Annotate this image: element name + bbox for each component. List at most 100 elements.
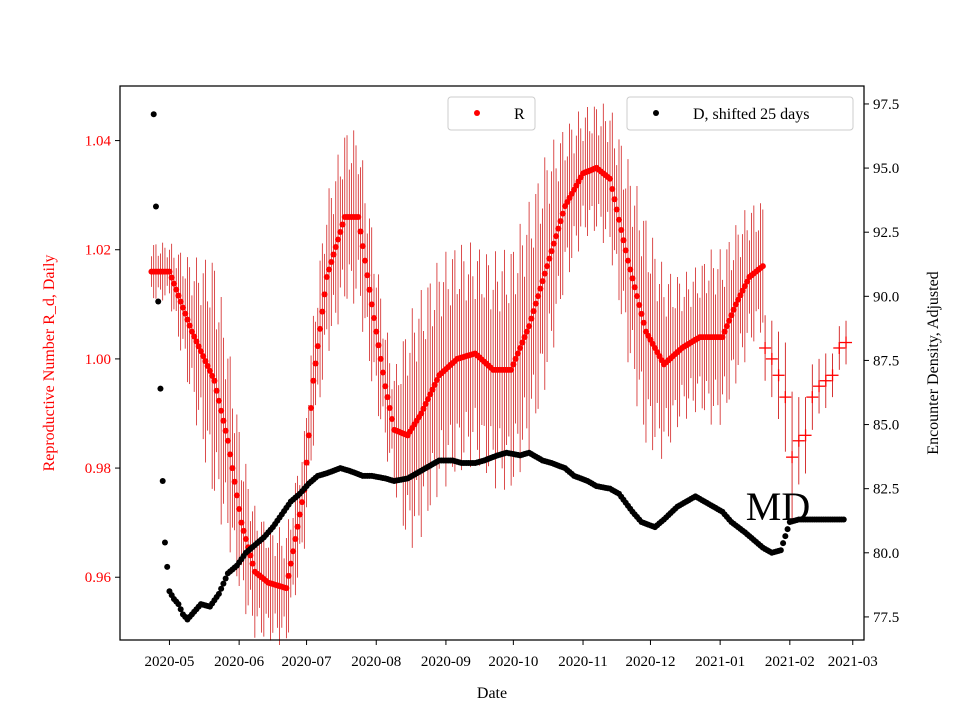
r-point — [186, 322, 193, 329]
r-point — [384, 394, 391, 401]
r-point — [168, 274, 175, 281]
y-right-tick-label: 95.0 — [873, 161, 899, 177]
r-point — [220, 417, 227, 424]
r-point — [213, 387, 220, 394]
y-right-tick-label: 90.0 — [873, 289, 899, 305]
r-point — [375, 342, 382, 349]
legend-d: D, shifted 25 days — [626, 96, 854, 131]
r-point — [537, 285, 544, 292]
r-point — [337, 229, 344, 236]
r-point — [429, 386, 436, 393]
r-point — [193, 338, 200, 345]
y-left-tick-label: 1.02 — [85, 243, 111, 259]
r-point — [182, 310, 189, 317]
legend-r-box — [447, 96, 536, 131]
d-point — [161, 539, 168, 546]
d-point — [159, 477, 166, 484]
x-axis: 2020-05 2020-06 2020-07 2020-08 2020-09 2020-… — [144, 640, 878, 670]
x-tick-label: 2020-11 — [558, 654, 607, 670]
r-point — [431, 381, 438, 388]
r-point — [627, 266, 634, 273]
r-point — [357, 228, 364, 235]
r-point — [308, 405, 315, 412]
r-point — [366, 286, 373, 293]
legend-d-marker — [653, 110, 659, 116]
r-point — [532, 300, 539, 307]
legend-r-label: R — [514, 106, 525, 123]
r-point — [303, 459, 310, 466]
d-point — [840, 516, 847, 523]
x-tick-label: 2021-03 — [828, 654, 878, 670]
r-point — [620, 237, 627, 244]
r-point — [323, 274, 330, 281]
r-point — [523, 328, 530, 335]
r-point — [514, 350, 521, 357]
x-tick-label: 2020-07 — [282, 654, 332, 670]
d-point — [157, 385, 164, 392]
r-point — [215, 397, 222, 404]
r-point — [206, 367, 213, 374]
r-point — [229, 465, 236, 472]
d-point — [175, 601, 182, 608]
y-right-tick-label: 82.5 — [873, 482, 899, 498]
r-point — [555, 225, 562, 232]
r-point — [359, 243, 366, 250]
r-point — [624, 257, 631, 264]
r-point — [510, 361, 517, 368]
r-point — [544, 263, 551, 270]
r-point — [310, 377, 317, 384]
annotation-label: MD — [746, 484, 810, 529]
r-point — [326, 266, 333, 273]
r-point — [629, 275, 636, 282]
y-left-tick-label: 0.98 — [85, 461, 111, 477]
r-point — [759, 263, 766, 270]
r-point — [242, 536, 249, 543]
r-point — [294, 523, 301, 530]
r-point — [177, 298, 184, 305]
r-point — [550, 240, 557, 247]
legend-d-box — [626, 96, 854, 131]
r-point — [202, 358, 209, 365]
r-point — [427, 391, 434, 398]
r-point — [732, 301, 739, 308]
r-point — [512, 355, 519, 362]
r-point — [238, 519, 245, 526]
r-point — [368, 301, 375, 308]
r-point — [296, 511, 303, 518]
r-point — [339, 221, 346, 228]
y-right-tick-label: 92.5 — [873, 225, 899, 241]
r-point — [557, 218, 564, 225]
y-left-tick-label: 1.00 — [85, 352, 111, 368]
r-point — [607, 175, 614, 182]
r-point — [188, 328, 195, 335]
r-point — [299, 499, 306, 506]
r-point — [728, 312, 735, 319]
r-point — [739, 287, 746, 294]
r-point — [546, 255, 553, 262]
legend-r-marker — [474, 110, 480, 116]
r-point — [370, 314, 377, 321]
r-point — [553, 233, 560, 240]
d-point — [150, 111, 157, 118]
r-point — [362, 257, 369, 264]
r-point — [640, 319, 647, 326]
r-point — [285, 572, 292, 579]
x-tick-label: 2021-01 — [695, 654, 745, 670]
r-point — [548, 248, 555, 255]
y-axis-left: 0.96 0.98 1.00 1.02 1.04 — [85, 134, 120, 586]
d-point — [222, 575, 229, 582]
r-point — [541, 270, 548, 277]
d-point — [177, 606, 184, 613]
y-right-tick-label: 77.5 — [873, 610, 899, 626]
d-point — [784, 526, 791, 533]
r-point — [317, 325, 324, 332]
r-point — [170, 280, 177, 287]
r-point — [233, 492, 240, 499]
d-point — [220, 580, 227, 587]
y-axis-right: 77.5 80.0 82.5 85.0 87.5 90.0 92.5 95.0 97.5 — [864, 97, 899, 626]
r-point — [721, 328, 728, 335]
r-point — [373, 328, 380, 335]
y-right-tick-label: 80.0 — [873, 546, 899, 562]
r-point — [433, 377, 440, 384]
